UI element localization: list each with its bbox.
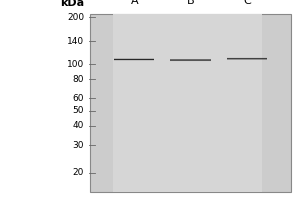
Text: 20: 20 [73, 168, 84, 177]
Text: B: B [187, 0, 194, 6]
Text: 80: 80 [73, 75, 84, 84]
Text: A: A [130, 0, 138, 6]
Text: C: C [243, 0, 251, 6]
Text: 200: 200 [67, 13, 84, 22]
Text: kDa: kDa [60, 0, 84, 8]
Bar [210, 14, 262, 192]
Text: 50: 50 [73, 106, 84, 115]
Text: 100: 100 [67, 60, 84, 69]
Text: 60: 60 [73, 94, 84, 103]
Text: 40: 40 [73, 121, 84, 130]
Bar [90, 14, 291, 192]
Bar [161, 14, 210, 192]
Text: 30: 30 [73, 141, 84, 150]
Bar [113, 14, 161, 192]
Text: 140: 140 [67, 37, 84, 46]
